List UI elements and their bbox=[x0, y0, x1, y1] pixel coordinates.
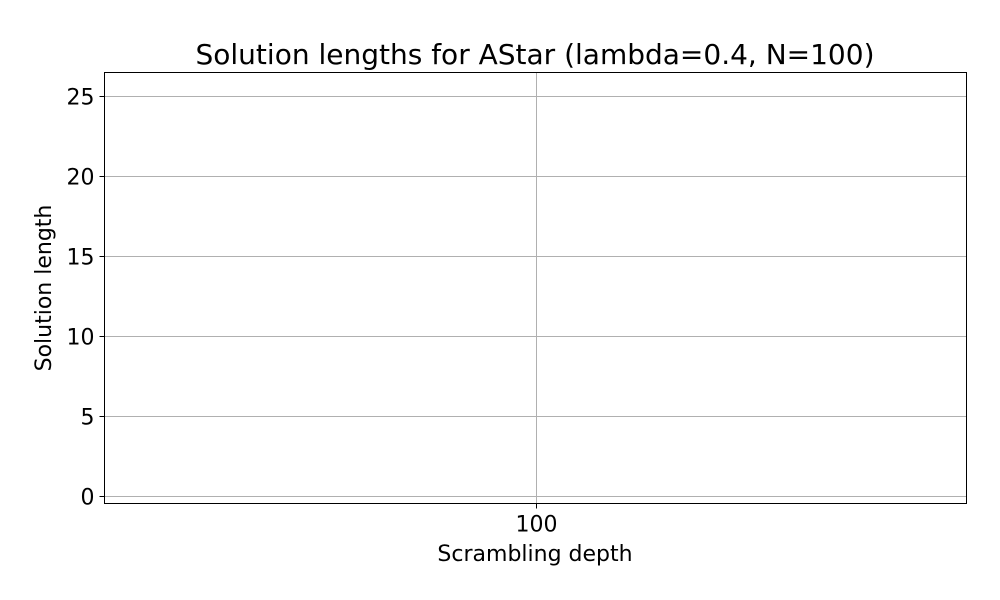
y-tick-label: 10 bbox=[67, 326, 95, 351]
y-tick-label: 20 bbox=[67, 166, 95, 191]
chart-title: Solution lengths for AStar (lambda=0.4, … bbox=[196, 38, 875, 71]
y-tick-label: 5 bbox=[81, 406, 95, 431]
plot-area bbox=[104, 72, 967, 504]
y-tick-label: 25 bbox=[67, 86, 95, 111]
y-tick-label: 0 bbox=[81, 486, 95, 511]
grid bbox=[104, 72, 967, 504]
y-axis: 0 5 10 15 20 25 bbox=[67, 86, 105, 511]
x-axis: 100 bbox=[516, 503, 558, 538]
y-tick-label: 15 bbox=[67, 246, 95, 271]
x-tick-label: 100 bbox=[516, 513, 558, 538]
y-axis-label: Solution length bbox=[32, 205, 57, 372]
x-axis-label: Scrambling depth bbox=[437, 542, 632, 567]
